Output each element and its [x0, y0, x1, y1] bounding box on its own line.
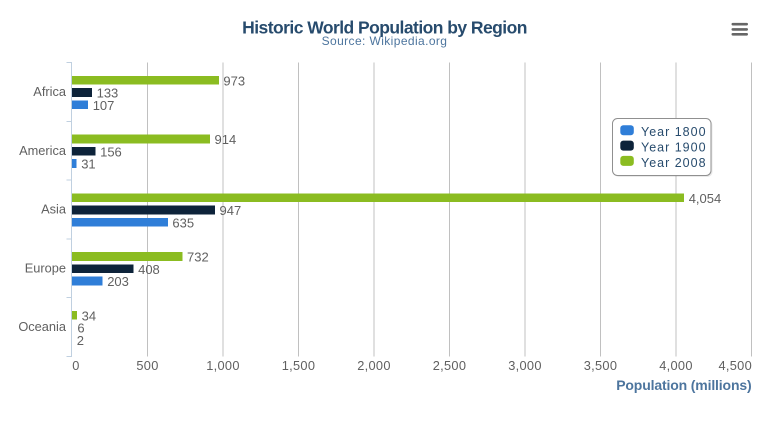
- svg-text:1,000: 1,000: [206, 358, 240, 373]
- svg-text:156: 156: [100, 144, 122, 159]
- svg-text:0: 0: [72, 358, 79, 373]
- svg-text:732: 732: [187, 250, 209, 265]
- svg-text:Africa: Africa: [33, 84, 67, 99]
- svg-text:973: 973: [223, 74, 245, 89]
- svg-text:914: 914: [215, 132, 237, 147]
- svg-text:Historic World Population by R: Historic World Population by Region: [242, 18, 527, 38]
- svg-text:6: 6: [77, 321, 84, 336]
- svg-text:107: 107: [93, 98, 115, 113]
- svg-text:3,000: 3,000: [508, 358, 542, 373]
- svg-text:2,000: 2,000: [357, 358, 391, 373]
- svg-text:Year 1900: Year 1900: [641, 141, 707, 155]
- svg-text:Europe: Europe: [25, 260, 66, 275]
- svg-text:4,500: 4,500: [718, 358, 752, 373]
- svg-text:Year 2008: Year 2008: [641, 156, 707, 170]
- svg-text:635: 635: [172, 215, 194, 230]
- svg-text:4,054: 4,054: [689, 191, 722, 206]
- svg-text:408: 408: [138, 262, 160, 277]
- svg-text:947: 947: [220, 203, 242, 218]
- svg-text:America: America: [19, 143, 67, 158]
- svg-text:133: 133: [97, 86, 119, 101]
- svg-text:Asia: Asia: [41, 202, 67, 217]
- svg-text:Oceania: Oceania: [18, 319, 67, 334]
- svg-text:Source: Wikipedia.org: Source: Wikipedia.org: [322, 34, 448, 48]
- svg-text:Year 1800: Year 1800: [641, 125, 707, 139]
- svg-text:31: 31: [81, 157, 95, 172]
- svg-text:1,500: 1,500: [282, 358, 316, 373]
- svg-text:203: 203: [107, 274, 129, 289]
- svg-text:34: 34: [82, 309, 96, 324]
- svg-text:2,500: 2,500: [433, 358, 467, 373]
- svg-text:4,000: 4,000: [659, 358, 693, 373]
- svg-text:Population (millions): Population (millions): [616, 377, 751, 393]
- svg-text:3,500: 3,500: [584, 358, 618, 373]
- svg-text:2: 2: [77, 333, 84, 348]
- svg-text:500: 500: [136, 358, 158, 373]
